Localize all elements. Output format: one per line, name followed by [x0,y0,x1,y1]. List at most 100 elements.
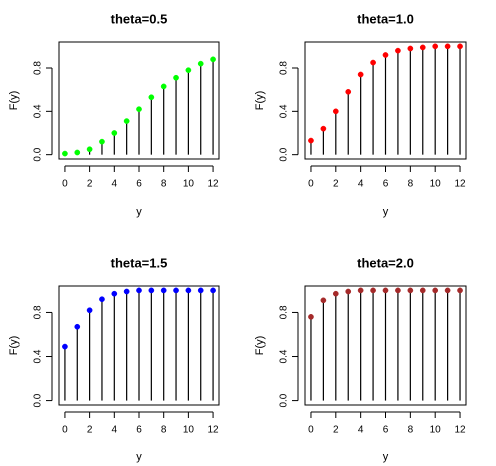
data-point [432,287,439,294]
plot-frame [58,285,220,406]
data-point [123,288,130,295]
data-point [332,108,339,115]
panel-title: theta=2.0 [357,255,414,270]
y-tick-label: 0.8 [33,305,44,319]
x-tick-label: 12 [454,425,466,436]
x-tick-label: 0 [62,425,68,436]
plot-frame [304,41,467,160]
y-tick-label: 0.4 [279,349,290,363]
panel-theta-1-0: theta=1.0 0 2 4 6 8 10 12 0.0 0.4 0.8 y F(y) [254,11,467,218]
x-tick-label: 6 [136,179,142,190]
data-point [382,52,389,58]
panel-theta-2-0: theta=2.0 0 2 4 6 8 10 12 0.0 0.4 0.8 y F(y) [254,255,467,463]
data-point [419,44,426,51]
x-tick-label: 10 [183,179,195,190]
data-point [308,137,314,144]
x-tick-label: 12 [454,179,466,190]
x-tick-label: 10 [183,425,195,436]
data-point [136,106,142,113]
y-tick-label: 0.0 [33,393,44,407]
data-point [308,314,314,320]
data-point [62,343,68,350]
y-axis-label: F(y) [254,91,266,111]
x-tick-label: 4 [358,179,364,190]
data-point [444,43,451,50]
data-point [419,287,426,294]
data-point [148,94,155,101]
x-tick-label: 2 [87,179,93,190]
data-point [320,297,327,304]
x-axis-label: y [136,206,142,218]
y-tick-label: 0.4 [33,349,44,363]
data-point [432,43,439,50]
data-point [99,138,105,145]
x-tick-label: 6 [383,425,389,436]
data-point [210,287,216,294]
data-point [148,287,155,294]
data-point [111,130,118,136]
panel-theta-0-5: theta=0.5 0 2 4 6 8 10 12 0.0 0.4 0.8 y F(y) [8,11,220,218]
data-point [382,287,389,294]
x-tick-label: 8 [161,425,167,436]
x-axis-label: y [383,451,389,463]
x-tick-label: 0 [308,179,314,190]
data-point [99,296,105,303]
x-tick-label: 8 [408,425,414,436]
data-point [320,125,327,132]
x-tick-label: 4 [112,179,118,190]
data-point [345,288,352,295]
x-tick-label: 0 [308,425,314,436]
data-point [74,323,81,330]
x-tick-label: 4 [112,425,118,436]
data-point [62,150,68,157]
plot-frame [304,285,467,406]
data-point [457,287,463,294]
y-tick-label: 0.4 [279,104,290,118]
x-tick-label: 2 [333,425,339,436]
data-point [160,287,167,294]
data-point [357,71,364,78]
panel-title: theta=0.5 [111,11,168,26]
x-tick-label: 6 [136,425,142,436]
x-tick-label: 8 [408,179,414,190]
data-point [173,287,179,294]
x-tick-label: 6 [383,179,389,190]
data-point [111,290,118,297]
y-tick-label: 0.8 [279,305,290,319]
data-point [407,45,414,52]
data-point [407,287,414,294]
x-tick-label: 8 [161,179,167,190]
data-point [136,287,142,294]
data-point [160,83,167,90]
x-tick-label: 2 [87,425,93,436]
y-axis-label: F(y) [8,336,20,356]
x-tick-label: 12 [208,425,220,436]
data-point [210,56,216,63]
data-point [185,287,192,294]
data-point [395,47,401,54]
y-tick-label: 0.8 [279,61,290,75]
data-point [173,74,179,81]
y-tick-label: 0.4 [33,104,44,118]
data-point [332,290,339,297]
data-point [197,60,204,67]
x-tick-label: 10 [430,179,442,190]
data-point [74,149,81,156]
panel-theta-1-5: theta=1.5 0 2 4 6 8 10 12 0.0 0.4 0.8 y F(y) [8,255,220,463]
x-tick-label: 2 [333,179,339,190]
y-tick-label: 0.0 [33,147,44,161]
data-point [395,287,401,294]
data-point [86,307,93,314]
data-point [197,287,204,294]
panel-title: theta=1.5 [111,255,168,270]
data-point [86,146,93,153]
x-axis-label: y [136,451,142,463]
y-axis-label: F(y) [8,91,20,111]
y-tick-label: 0.8 [33,61,44,75]
y-tick-label: 0.0 [279,393,290,407]
panel-title: theta=1.0 [357,11,414,26]
data-point [185,67,192,74]
x-tick-label: 10 [430,425,442,436]
y-tick-label: 0.0 [279,147,290,161]
